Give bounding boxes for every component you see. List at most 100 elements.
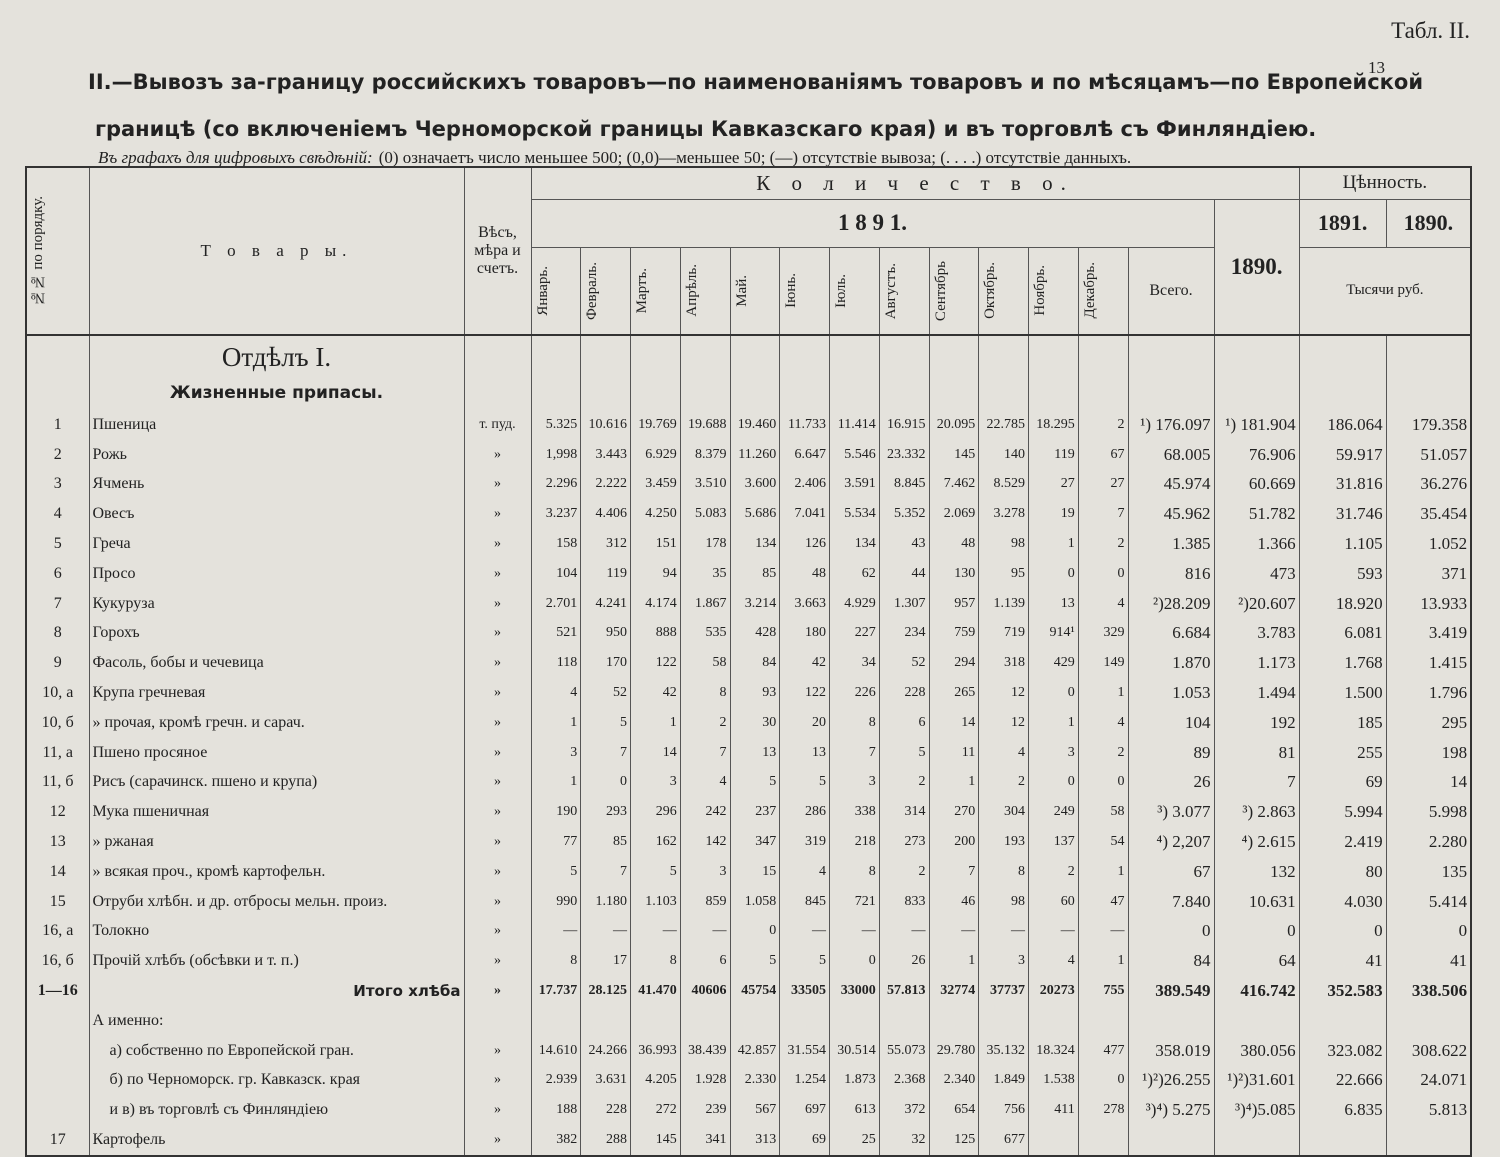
value-cell: 36.993 (630, 1035, 681, 1066)
value-cell: 5.998 (1385, 797, 1472, 828)
value-cell: 5.546 (829, 439, 880, 470)
value-cell: 11.414 (829, 410, 880, 440)
value-cell: 35.454 (1385, 499, 1472, 530)
goods-name: » всякая проч., кромѣ картофельн. (88, 856, 465, 887)
value-cell: 312 (580, 529, 631, 559)
row-number: 5 (25, 529, 90, 559)
value-cell: — (580, 916, 631, 947)
value-cell: 19 (1028, 499, 1079, 530)
value-cell: ⁴) 2.615 (1213, 827, 1300, 857)
value-cell: 2 (1077, 529, 1129, 559)
value-cell: 8 (530, 946, 582, 977)
value-cell: 3.214 (729, 588, 781, 619)
value-cell: — (679, 916, 731, 947)
value-cell: 347 (729, 827, 781, 857)
section-subtitle: Жизненные припасы. (169, 383, 384, 403)
table-row: 10, б» прочая, кромѣ гречн. и сарач.» 1 5 1… (25, 707, 1472, 738)
title-line: II.—Вывозъ за-границу российскихъ товаро… (88, 70, 1424, 94)
value-cell: 89 (1127, 737, 1215, 768)
value-cell (1077, 1005, 1129, 1036)
value-cell: 48 (928, 529, 980, 559)
month-label: Апрѣль. (683, 264, 700, 318)
value-cell: 521 (530, 618, 582, 649)
value-cell: 2.069 (928, 499, 980, 530)
value-cell: 145 (928, 439, 980, 470)
unit: » (463, 707, 532, 738)
month-label: Май. (733, 274, 750, 307)
value-year-header: 1891. (1298, 198, 1387, 248)
value-cell: 0 (1213, 916, 1300, 947)
section-cell: Отдѣлъ I. Жизненные припасы. (88, 335, 465, 410)
value-cell: — (878, 916, 930, 947)
value-cell: 677 (978, 1125, 1029, 1156)
header-row: №№ по порядку. Т о в а р ы. Вѣсъ, мѣра и с… (25, 166, 1472, 336)
row-number: 1—16 (25, 976, 90, 1006)
value-cell (1385, 1005, 1472, 1036)
quantity-header: К о л и ч е с т в о. (530, 166, 1300, 200)
value-cell: 4 (1077, 707, 1129, 738)
value-cell: 62 (829, 558, 880, 589)
value-cell: 40606 (679, 976, 731, 1006)
value-cell: 188 (530, 1095, 582, 1126)
unit-header: Вѣсъ, мѣра и счетъ. (463, 166, 532, 336)
value-cell: — (1028, 916, 1079, 947)
value-cell: 721 (829, 886, 880, 917)
value-cell: 32 (878, 1125, 930, 1156)
value-cell: 4.241 (580, 588, 631, 619)
value-cell: 3.459 (630, 469, 681, 500)
row-number (25, 1065, 90, 1096)
value-cell: 8.379 (679, 439, 731, 470)
value-cell: 36.276 (1385, 469, 1472, 500)
value-cell: 67 (1127, 856, 1215, 887)
table-header: №№ по порядку. Т о в а р ы. Вѣсъ, мѣра и с… (25, 166, 1472, 336)
value-cell: 8 (978, 856, 1029, 887)
value-cell: 20.095 (928, 410, 980, 440)
value-cell: 43 (878, 529, 930, 559)
row-number: 17 (25, 1125, 90, 1156)
value-cell: ¹) 176.097 (1127, 410, 1215, 440)
value-cell: 249 (1028, 797, 1079, 828)
value-cell: ¹) 181.904 (1213, 410, 1300, 440)
value-cell: 1 (928, 767, 980, 798)
value-cell: 18.920 (1298, 588, 1387, 619)
value-cell: 170 (580, 648, 631, 679)
value-cell: 242 (679, 797, 731, 828)
month-label: Январь. (534, 265, 551, 316)
empty-cell (580, 335, 631, 410)
value-cell (1385, 1125, 1472, 1156)
value-cell: 42.857 (729, 1035, 781, 1066)
value-cell: 2 (978, 767, 1029, 798)
value-cell: 1.307 (878, 588, 930, 619)
value-cell: 137 (1028, 827, 1079, 857)
value-cell: 990 (530, 886, 582, 917)
value-cell: 323.082 (1298, 1035, 1387, 1066)
value-year-header: 1890. (1385, 198, 1472, 248)
value-cell: 158 (530, 529, 582, 559)
value-cell: 125 (928, 1125, 980, 1156)
value-cell: 31.554 (779, 1035, 830, 1066)
value-cell: 38.439 (679, 1035, 731, 1066)
value-cell: 57.813 (878, 976, 930, 1006)
value-cell: 11.260 (729, 439, 781, 470)
empty-cell (928, 335, 980, 410)
value-cell: 756 (978, 1095, 1029, 1126)
value-cell: 162 (630, 827, 681, 857)
table-row: 1—16 Итого хлѣба» 17.737 28.125 41.470 40606 4… (25, 976, 1472, 1006)
value-cell: 42 (779, 648, 830, 679)
value-cell: 6.684 (1127, 618, 1215, 649)
value-cell: 31.816 (1298, 469, 1387, 500)
value-cell: 5.813 (1385, 1095, 1472, 1126)
empty-cell (1028, 335, 1079, 410)
value-cell: 22.666 (1298, 1065, 1387, 1096)
unit: » (463, 469, 532, 500)
value-cell: 118 (530, 648, 582, 679)
value-cell: 4 (679, 767, 731, 798)
value-cell: 54 (1077, 827, 1129, 857)
value-cell: 1.053 (1127, 678, 1215, 708)
value-cell: 19.769 (630, 410, 681, 440)
value-cell: 200 (928, 827, 980, 857)
value-cell: 1.796 (1385, 678, 1472, 708)
value-cell: 1.500 (1298, 678, 1387, 708)
value-cell: 84 (729, 648, 781, 679)
total-header: Всего. (1127, 246, 1215, 336)
